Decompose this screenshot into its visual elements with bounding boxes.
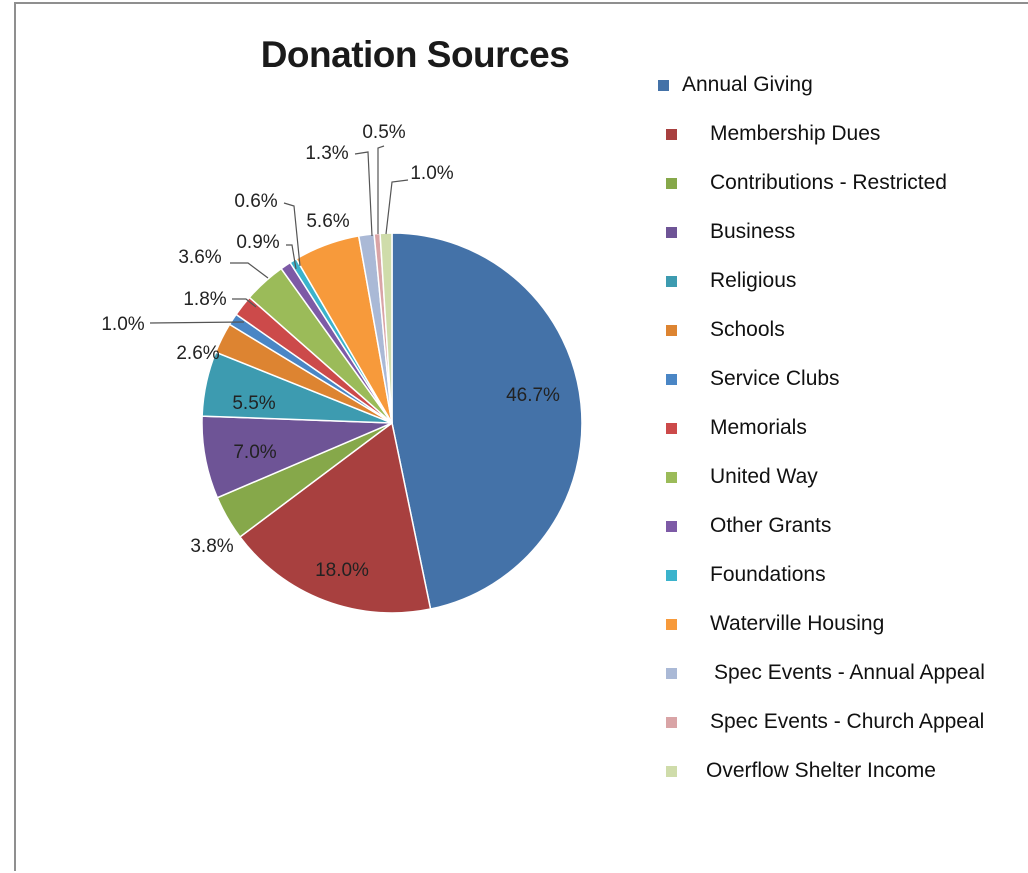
legend-label: Contributions - Restricted [710, 171, 947, 194]
legend-label: Business [710, 220, 796, 243]
legend-swatch [666, 667, 677, 679]
legend-item: Religious [652, 266, 1022, 296]
leader-line [385, 179, 409, 235]
leader-line [286, 244, 297, 270]
legend-swatch [658, 79, 669, 91]
legend-label: Service Clubs [710, 367, 840, 390]
legend-label: Memorials [710, 416, 807, 439]
legend-swatch [666, 373, 677, 385]
legend-item: Memorials [652, 413, 1022, 443]
legend-label: Waterville Housing [710, 612, 885, 635]
legend-item: Service Clubs [652, 364, 1022, 394]
legend-swatch [666, 177, 677, 189]
data-label: 46.7% [506, 385, 560, 406]
legend-item: Business [652, 217, 1022, 247]
legend-label: Spec Events - Church Appeal [710, 710, 985, 733]
data-label: 7.0% [233, 442, 276, 463]
leader-line [232, 298, 257, 308]
legend-item: Schools [652, 315, 1022, 345]
data-label: 1.0% [410, 163, 453, 184]
legend-swatch [666, 275, 677, 287]
pie-slice-annual-giving [391, 232, 583, 610]
legend-item: Waterville Housing [652, 609, 1022, 639]
leader-line [149, 321, 245, 324]
leader-line [230, 262, 269, 279]
data-label: 3.8% [190, 536, 233, 557]
legend-swatch [666, 618, 677, 630]
legend-item: Spec Events - Annual Appeal [652, 658, 1022, 688]
legend-label: Membership Dues [710, 122, 881, 145]
legend-label: Other Grants [710, 514, 832, 537]
leader-line [377, 145, 385, 234]
legend-label: United Way [710, 465, 818, 488]
data-label: 2.6% [176, 343, 219, 364]
legend-swatch [666, 765, 677, 777]
chart-title: Donation Sources [260, 34, 570, 75]
legend-item: Overflow Shelter Income [652, 756, 1022, 786]
data-label: 3.6% [178, 247, 221, 268]
legend-item: United Way [652, 462, 1022, 492]
pie-slice-membership-dues [238, 421, 432, 614]
leader-line [354, 151, 373, 237]
data-label: 0.9% [236, 232, 279, 253]
legend-swatch [666, 128, 677, 140]
data-label: 0.6% [234, 191, 277, 212]
legend-swatch [666, 226, 677, 238]
data-label: 18.0% [315, 560, 369, 581]
legend-swatch [666, 569, 677, 581]
legend-swatch [666, 716, 677, 728]
legend-item: Other Grants [652, 511, 1022, 541]
data-label: 5.6% [306, 211, 349, 232]
data-label: 0.5% [362, 122, 405, 143]
legend-label: Annual Giving [682, 73, 813, 96]
legend-item: Foundations [652, 560, 1022, 590]
legend-label: Religious [710, 269, 797, 292]
legend-item: Membership Dues [652, 119, 1022, 149]
legend-item: Contributions - Restricted [652, 168, 1022, 198]
data-label: 5.5% [232, 393, 275, 414]
legend-label: Spec Events - Annual Appeal [714, 661, 985, 684]
legend-label: Foundations [710, 563, 826, 586]
legend-label: Overflow Shelter Income [706, 759, 936, 782]
legend-label: Schools [710, 318, 785, 341]
chart-border [14, 2, 1028, 871]
leader-line [283, 202, 301, 267]
legend-swatch [666, 520, 677, 532]
data-label: 1.8% [183, 289, 226, 310]
data-label: 1.3% [305, 143, 348, 164]
legend-swatch [666, 471, 677, 483]
legend-swatch [666, 422, 677, 434]
legend-item: Annual Giving [652, 70, 1022, 100]
legend-swatch [666, 324, 677, 336]
data-label: 1.0% [101, 314, 144, 335]
legend-item: Spec Events - Church Appeal [652, 707, 1022, 737]
